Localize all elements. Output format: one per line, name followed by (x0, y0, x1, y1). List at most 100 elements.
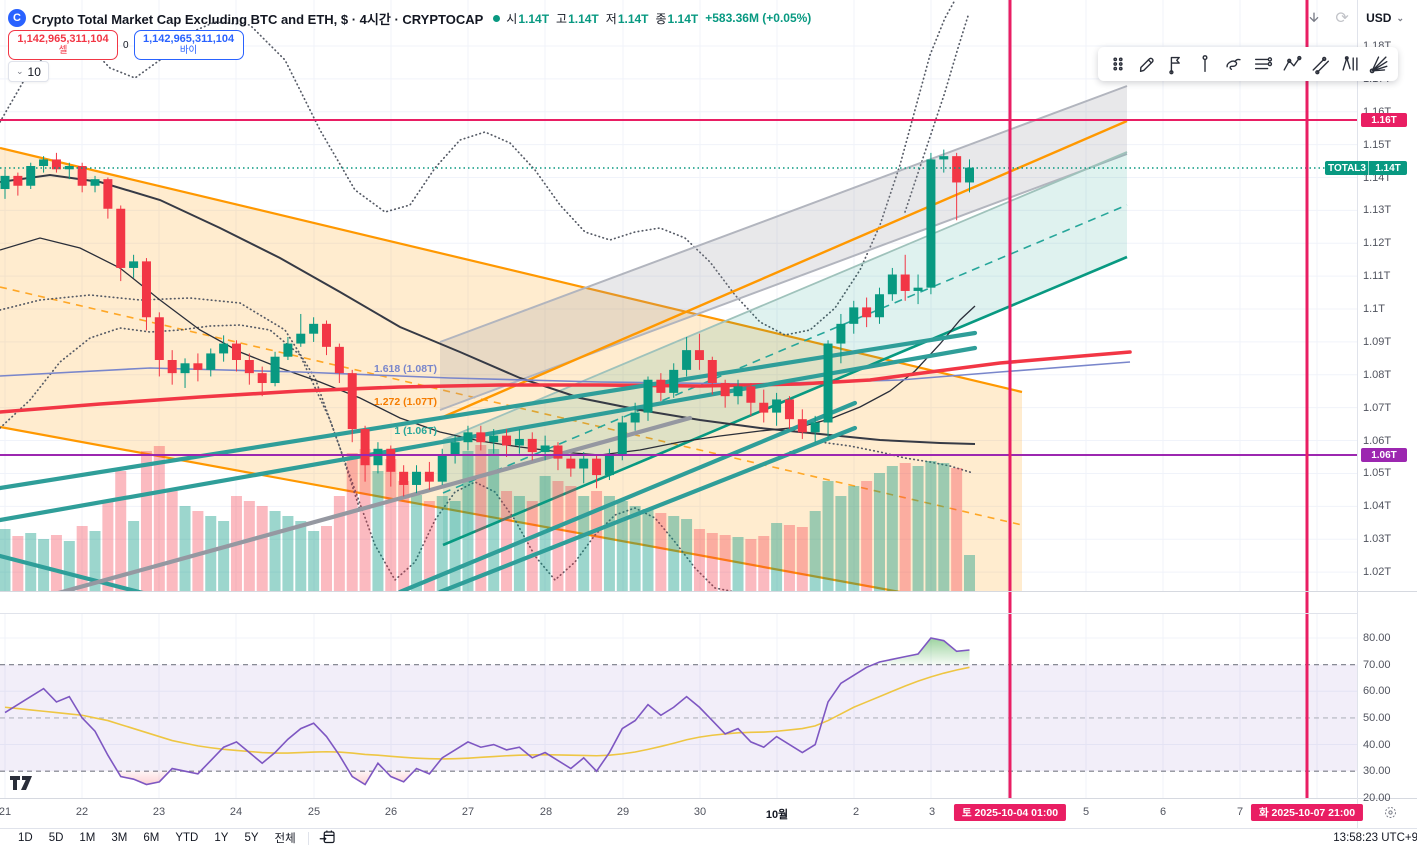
market-status-dot (493, 14, 501, 22)
symbol-logo-icon: C (8, 9, 26, 27)
price-axis-label: 1.04T (1363, 500, 1392, 513)
parallel-tool-button[interactable] (1307, 51, 1334, 78)
range-button-전체[interactable]: 전체 (274, 833, 296, 845)
range-button-5d[interactable]: 5D (48, 832, 64, 844)
pattern-tool-button[interactable] (1336, 51, 1363, 78)
go-to-date-icon[interactable] (319, 829, 337, 846)
price-axis-label: 1.06T (1363, 434, 1392, 447)
rsi-axis-label: 40.00 (1363, 738, 1391, 751)
rsi-axis-label: 60.00 (1363, 685, 1391, 698)
fib-level-label: 1.272 (1.07T) (373, 396, 437, 408)
download-icon[interactable] (1303, 7, 1325, 29)
price-axis-label: 1.08T (1363, 368, 1392, 381)
refresh-icon[interactable]: ⟳ (1335, 10, 1349, 27)
time-axis-label: 5 (1082, 806, 1090, 818)
symbol-title[interactable]: Crypto Total Market Cap Excluding BTC an… (32, 11, 484, 27)
time-axis-label: 22 (75, 806, 89, 818)
tradingview-logo[interactable] (10, 776, 36, 796)
trade-panel: 1,142,965,311,104 셀 0 1,142,965,311,104 … (8, 30, 244, 60)
buy-button[interactable]: 1,142,965,311,104 바이 (133, 30, 244, 60)
open-value: 1.14T (518, 11, 550, 26)
rsi-axis-label: 50.00 (1363, 711, 1391, 724)
drawing-toolbar (1098, 47, 1398, 81)
price-axis-label: 1.12T (1363, 237, 1392, 250)
levels-tool-button[interactable] (1249, 51, 1276, 78)
overlay-layer (0, 0, 1417, 828)
time-axis-label: 24 (229, 806, 243, 818)
session-clock[interactable]: 13:58:23 UTC+9 (1333, 832, 1417, 844)
zigzag-tool-icon (1283, 55, 1301, 71)
range-button-5y[interactable]: 5Y (244, 832, 259, 844)
brush-tool-icon (1139, 57, 1154, 73)
currency-value: USD (1366, 11, 1392, 25)
time-axis-label: 7 (1236, 806, 1244, 818)
time-axis-label: 23 (152, 806, 166, 818)
currency-selector[interactable]: USD ⌄ (1359, 7, 1411, 29)
price-axis-label: 1.02T (1363, 566, 1392, 579)
brush-tool-button[interactable] (1133, 51, 1160, 78)
lasso-tool-button[interactable] (1220, 51, 1247, 78)
rsi-pane[interactable] (0, 613, 1357, 798)
ohlc-values: 시1.14T 고1.14T 저1.14T 종1.14T +583.36M (+0… (506, 10, 811, 27)
pin-tool-icon (1201, 55, 1208, 73)
price-axis-label: 1.1T (1363, 303, 1386, 316)
symbol-price-badge: TOTAL3 (1325, 161, 1369, 175)
price-level-badge: 1.16T (1361, 113, 1407, 127)
time-axis-label: 25 (307, 806, 321, 818)
time-axis-label: 28 (539, 806, 553, 818)
toolbar-divider (307, 831, 309, 845)
rsi-axis-label: 20.00 (1363, 791, 1391, 804)
time-axis-label: 2 (852, 806, 860, 818)
price-pane[interactable] (0, 0, 1357, 600)
close-label: 종 (655, 11, 667, 26)
range-button-6m[interactable]: 6M (143, 832, 160, 844)
range-button-ytd[interactable]: YTD (175, 832, 199, 844)
rsi-axis-label: 80.00 (1363, 632, 1391, 644)
toolbar-drag-handle (1112, 57, 1123, 71)
pattern-tool-icon (1341, 56, 1358, 71)
buy-price: 1,142,965,311,104 (142, 33, 235, 46)
price-axis-label: 1.07T (1363, 401, 1392, 414)
fan-tool-icon (1369, 56, 1387, 74)
time-axis-label: 6 (1159, 806, 1167, 818)
time-axis-label: 3 (928, 806, 936, 818)
price-axis-label: 1.05T (1363, 467, 1392, 480)
quantity-selector[interactable]: ⌄ 10 (8, 61, 49, 82)
sell-price: 1,142,965,311,104 (17, 33, 109, 46)
event-time-badge: 토 2025-10-04 01:00 (953, 804, 1067, 821)
price-level-badge: 1.06T (1361, 448, 1407, 462)
range-button-1m[interactable]: 1M (79, 832, 96, 844)
time-axis-label: 27 (461, 806, 475, 818)
pin-tool-button[interactable] (1191, 51, 1218, 78)
low-label: 저 (605, 11, 617, 26)
lasso-tool-icon (1225, 58, 1241, 71)
time-axis-label: 10월 (765, 809, 789, 821)
rsi-axis-label: 70.00 (1363, 658, 1391, 671)
event-time-badge: 화 2025-10-07 21:00 (1250, 804, 1364, 821)
fan-tool-button[interactable] (1365, 51, 1392, 78)
spread-value: 0 (123, 39, 129, 51)
price-axis-label: 1.09T (1363, 335, 1392, 348)
buy-label: 바이 (179, 44, 198, 56)
time-axis-label: 21 (0, 806, 12, 818)
fib-level-label: 1.618 (1.08T) (373, 363, 437, 375)
levels-tool-icon (1254, 57, 1272, 70)
price-axis-label: 1.03T (1363, 533, 1392, 546)
price-axis-label: 1.13T (1363, 204, 1392, 217)
pane-controls: ⟳ USD ⌄ (1303, 7, 1411, 29)
symbol-header: C Crypto Total Market Cap Excluding BTC … (8, 8, 811, 28)
toolbar-drag-handle[interactable] (1104, 51, 1131, 78)
zigzag-tool-button[interactable] (1278, 51, 1305, 78)
parallel-tool-icon (1312, 56, 1329, 75)
fib-level-label: 1 (1.06T) (394, 425, 437, 437)
range-button-1d[interactable]: 1D (18, 832, 33, 844)
sell-button[interactable]: 1,142,965,311,104 셀 (8, 30, 118, 60)
high-label: 고 (556, 11, 568, 26)
range-button-1y[interactable]: 1Y (214, 832, 229, 844)
range-button-3m[interactable]: 3M (111, 832, 128, 844)
flag-tool-button[interactable] (1162, 51, 1189, 78)
scale-reset-icon[interactable] (1383, 805, 1398, 825)
change-value: +583.36M (+0.05%) (705, 11, 812, 25)
